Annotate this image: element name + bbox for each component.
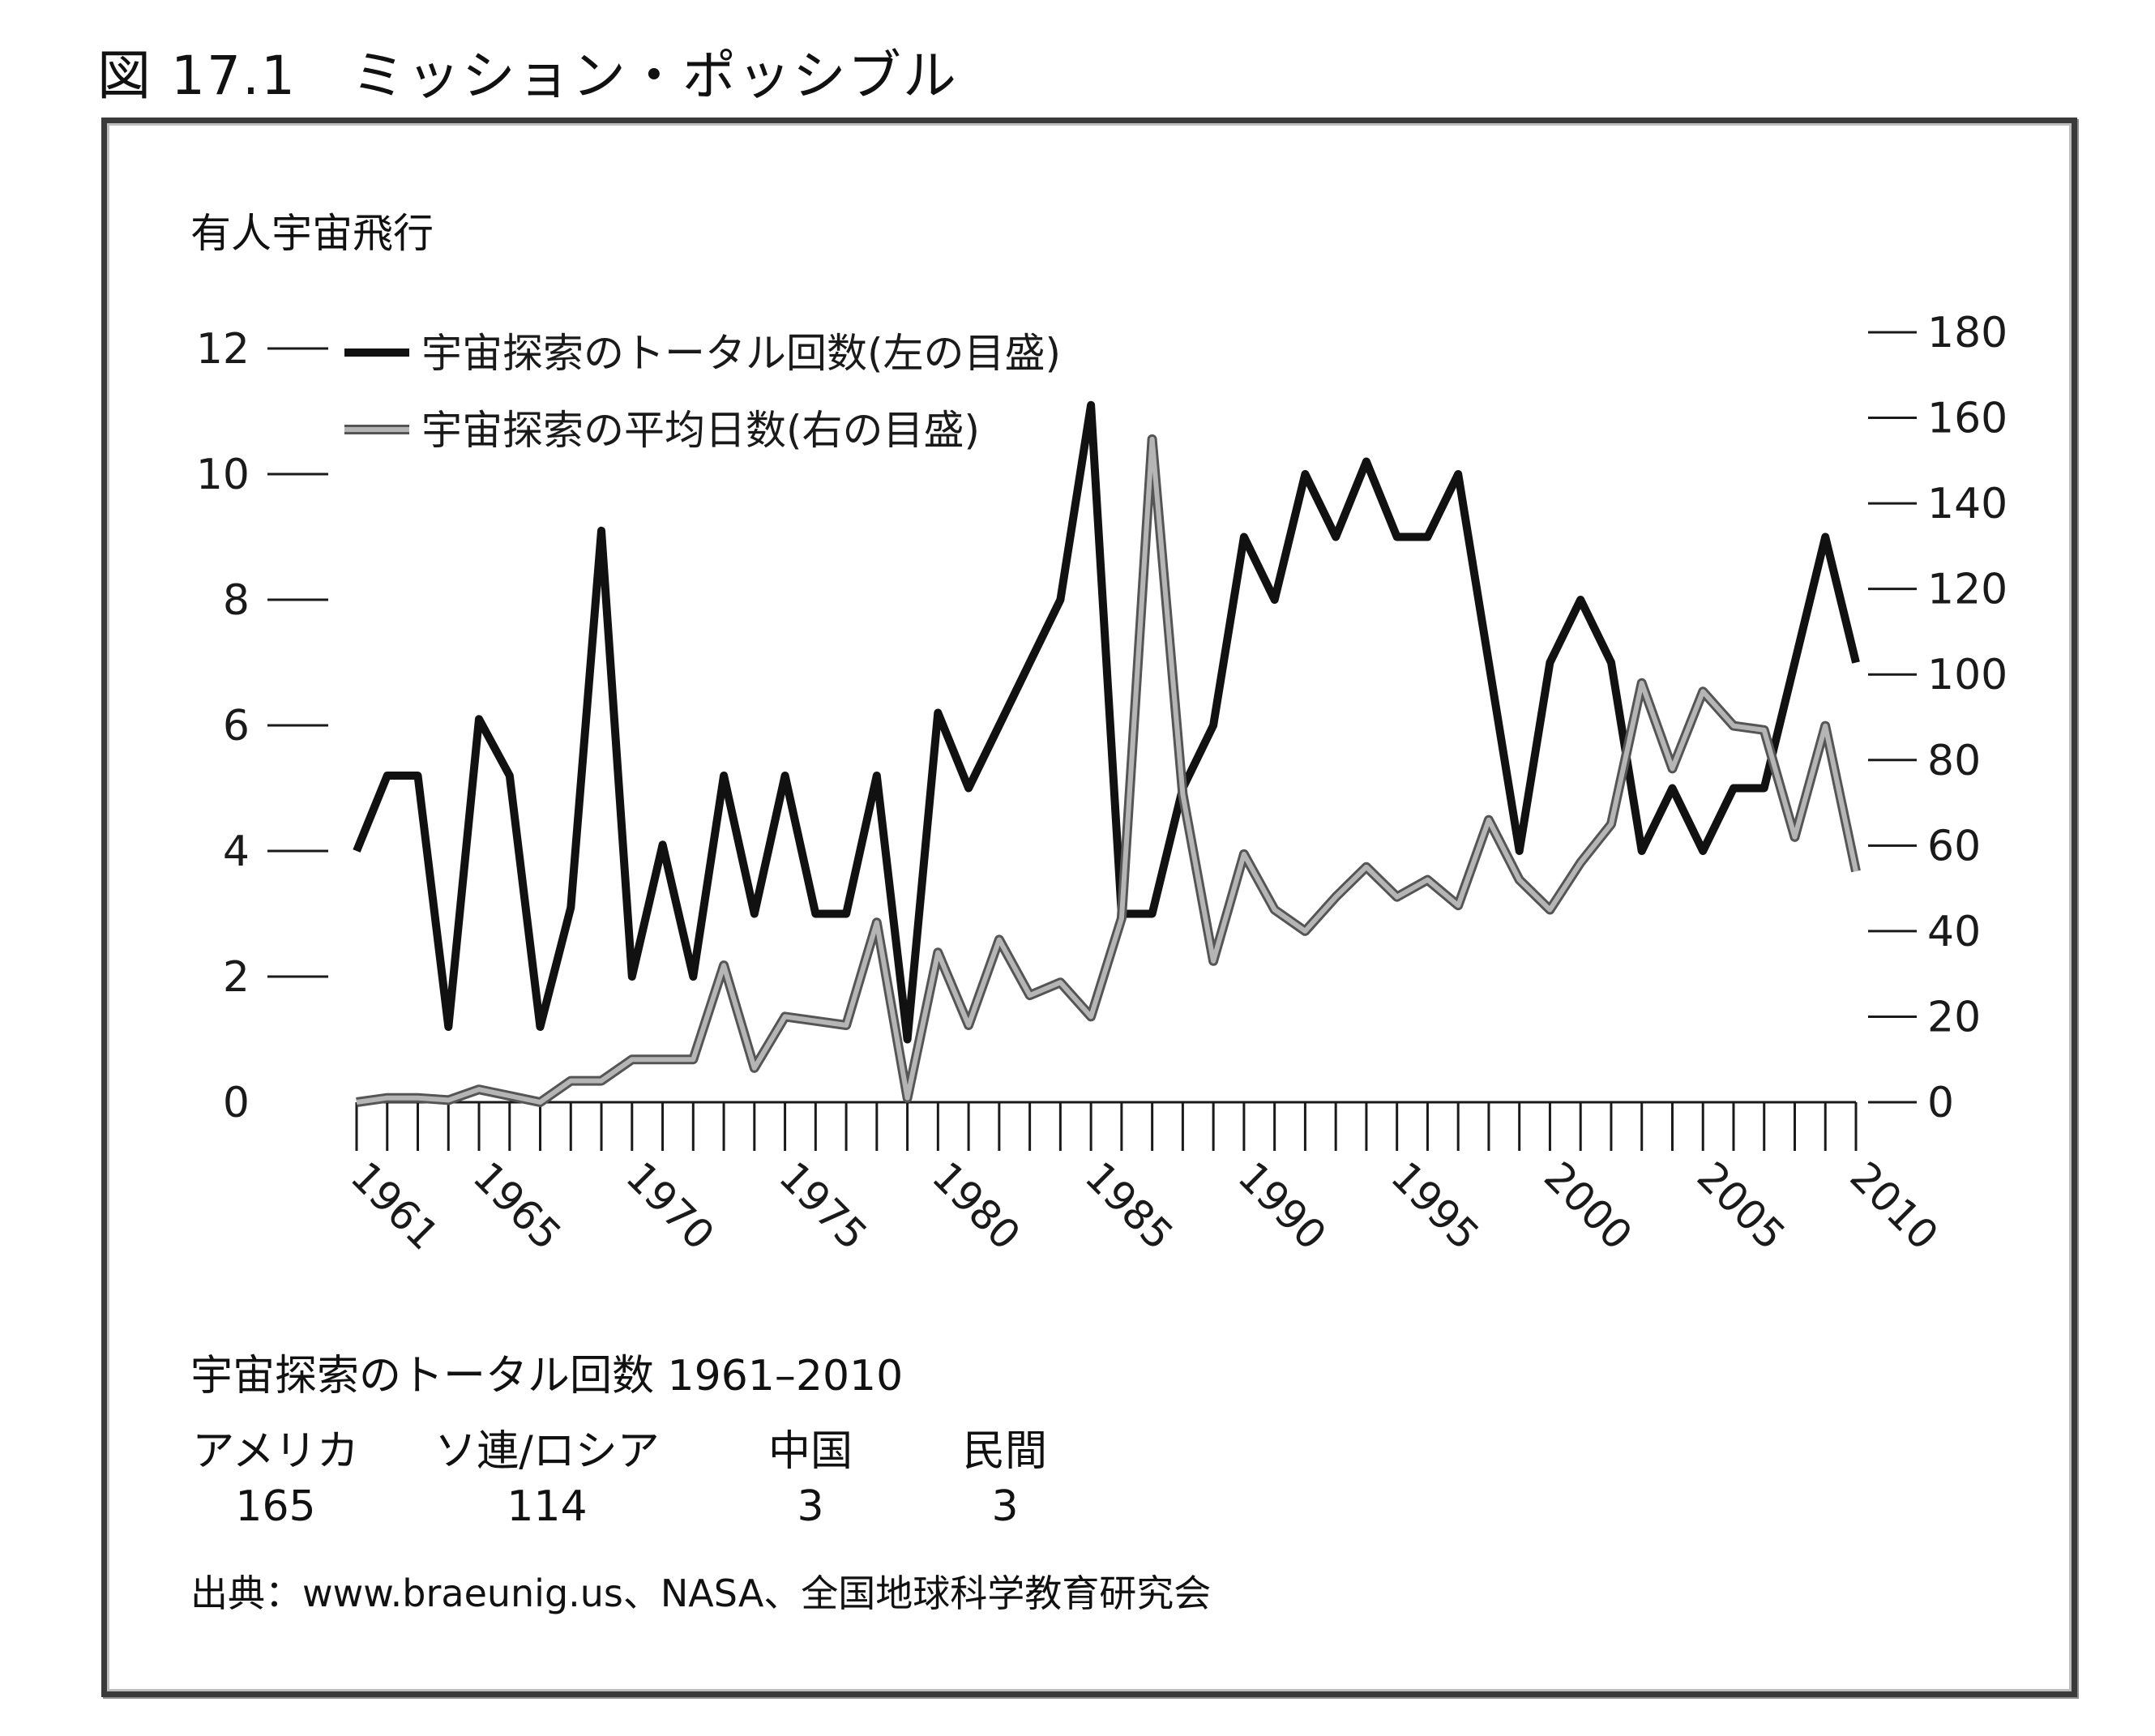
totals-label: 民間 (962, 1427, 1047, 1476)
series-lines (353, 400, 1861, 1107)
x-tick-label: 2010 (1841, 1152, 1948, 1259)
y-right-tick-label: 60 (1927, 822, 1981, 870)
totals-value: 3 (797, 1482, 824, 1531)
y-left-tick-label: 2 (223, 953, 250, 1002)
totals-column-usa: アメリカ 165 (182, 1417, 369, 1531)
y-right-tick-label: 40 (1927, 908, 1981, 956)
legend: 宇宙探索のトータル回数(左の目盛) 宇宙探索の平均日数(右の目盛) (344, 330, 1061, 454)
y-left-axis: 0 2 4 6 8 10 12 (196, 325, 328, 1127)
x-tick-label: 1965 (464, 1152, 571, 1259)
x-tick-label: 1970 (617, 1152, 723, 1259)
y-right-tick-label: 20 (1927, 993, 1981, 1041)
totals-title: 宇宙探索のトータル回数 1961–2010 (190, 1352, 904, 1400)
y-right-tick-label: 80 (1927, 737, 1981, 785)
y-right-tick-label: 120 (1927, 566, 2007, 614)
totals-label: アメリカ (192, 1427, 359, 1476)
y-left-tick-label: 12 (196, 325, 250, 374)
figure-frame (101, 118, 2077, 1697)
y-right-tick-label: 160 (1927, 395, 2007, 443)
y-right-tick-label: 180 (1927, 309, 2007, 357)
x-tick-label: 2000 (1535, 1152, 1641, 1259)
x-tick-label: 1990 (1229, 1152, 1335, 1259)
y-left-tick-label: 10 (196, 451, 250, 499)
source-note: 出典：www.braeunig.us、NASA、全国地球科学教育研究会 (190, 1571, 1212, 1615)
totals-value: 114 (507, 1482, 588, 1531)
x-tick-label: 2005 (1688, 1152, 1794, 1259)
y-right-tick-label: 140 (1927, 480, 2007, 528)
series-line-avg-days (356, 436, 1858, 1105)
totals-value: 3 (991, 1482, 1019, 1531)
legend-label-total-missions: 宇宙探索のトータル回数(左の目盛) (421, 330, 1061, 377)
x-tick-label: 1985 (1076, 1152, 1182, 1259)
x-axis: 1961 1965 1970 1975 1980 1985 1990 1995 2000 2005… (342, 1101, 1948, 1259)
figure-title: 図 17.1 ミッション・ポッシブル (97, 45, 958, 107)
totals-column-private: 民間 3 (948, 1417, 1062, 1531)
y-left-tick-label: 0 (223, 1079, 250, 1127)
x-tick-label: 1980 (923, 1152, 1029, 1259)
totals-column-china: 中国 3 (754, 1417, 867, 1531)
x-tick-label: 1961 (342, 1152, 448, 1259)
y-right-tick-label: 0 (1927, 1079, 1954, 1127)
chart-heading: 有人宇宙飛行 (190, 210, 434, 257)
y-left-tick-label: 6 (223, 702, 250, 750)
y-right-tick-label: 100 (1927, 651, 2007, 699)
legend-label-avg-days: 宇宙探索の平均日数(右の目盛) (421, 407, 980, 454)
x-tick-label: 1995 (1382, 1152, 1488, 1259)
y-left-tick-label: 8 (223, 576, 250, 625)
y-right-axis: 0 20 40 60 80 100 120 140 160 180 (1868, 309, 2007, 1127)
totals-value: 165 (235, 1482, 316, 1531)
x-tick-label: 1975 (770, 1152, 876, 1259)
totals-label: 中国 (768, 1427, 853, 1476)
totals-label: ソ連/ロシア (434, 1427, 660, 1476)
totals-column-ussr-russia: ソ連/ロシア 114 (425, 1417, 669, 1531)
y-left-tick-label: 4 (223, 827, 250, 876)
series-line-total-missions (353, 400, 1860, 1044)
